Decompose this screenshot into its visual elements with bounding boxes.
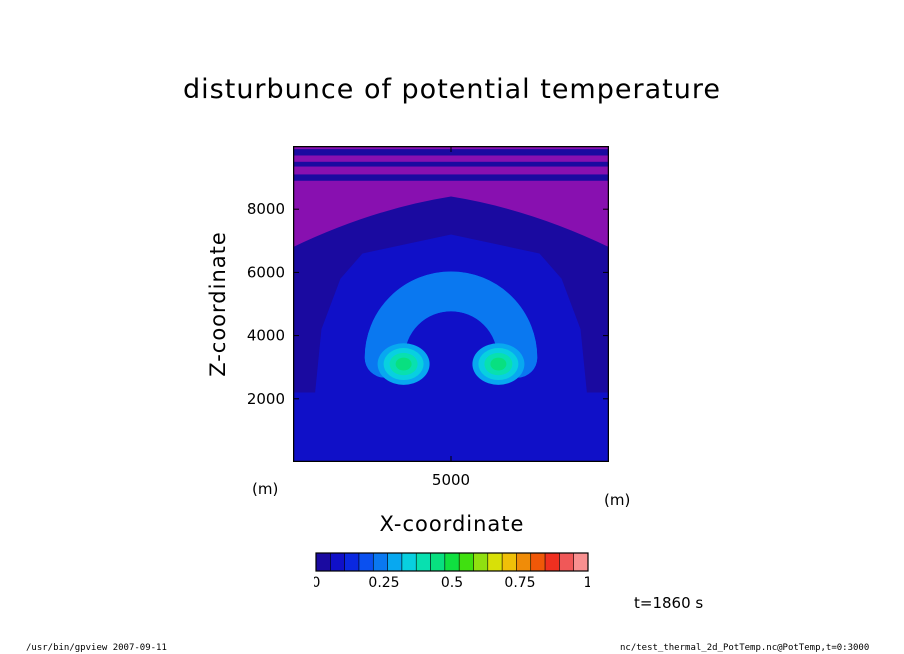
colorbar-tick-label: 1 bbox=[584, 575, 590, 591]
time-annotation: t=1860 s bbox=[634, 594, 704, 612]
colorbar-swatch bbox=[473, 552, 489, 572]
thermal-arch-core bbox=[364, 271, 538, 378]
colorbar-swatch bbox=[415, 552, 432, 572]
x-axis-unit: (m) bbox=[604, 491, 631, 509]
colorbar-swatch bbox=[387, 552, 403, 572]
y-tick-label: 4000 bbox=[247, 327, 285, 345]
colorbar-swatch bbox=[501, 552, 517, 572]
colorbar-swatch bbox=[344, 552, 360, 572]
colorbar-tick-label: 0.25 bbox=[368, 575, 399, 591]
y-tick-label: 2000 bbox=[247, 390, 285, 408]
colorbar-swatch bbox=[573, 552, 589, 572]
colorbar-swatch bbox=[330, 552, 346, 572]
colorbar-swatch bbox=[487, 552, 503, 572]
footer-program-info: /usr/bin/gpview 2007-09-11 bbox=[26, 643, 167, 653]
field-band bbox=[293, 149, 609, 156]
colorbar-swatch bbox=[530, 552, 546, 572]
colorbar-swatch bbox=[516, 552, 532, 572]
colorbar-swatch bbox=[315, 552, 331, 572]
colorbar-swatch bbox=[544, 552, 560, 572]
footer-file-info: nc/test_thermal_2d_PotTemp.nc@PotTemp,t=… bbox=[620, 643, 870, 653]
y-axis-label: Z-coordinate bbox=[206, 231, 230, 377]
field-band bbox=[293, 174, 609, 181]
x-tick-label: 5000 bbox=[432, 471, 470, 489]
colorbar-tick-label: 0.75 bbox=[504, 575, 535, 591]
colorbar: 0 0.25 0.5 0.75 1 bbox=[314, 552, 590, 591]
field-band bbox=[293, 161, 609, 167]
colorbar-swatch bbox=[559, 552, 575, 572]
colorbar-swatch bbox=[430, 552, 446, 572]
chart-title: disturbunce of potential temperature bbox=[183, 74, 721, 105]
thermal-core-2 bbox=[490, 357, 507, 371]
thermal-core-1 bbox=[395, 357, 412, 371]
x-axis-label: X-coordinate bbox=[379, 512, 525, 536]
field-region bbox=[293, 234, 609, 462]
colorbar-swatch bbox=[444, 552, 460, 572]
colorbar-frame bbox=[315, 552, 589, 572]
y-tick-label: 8000 bbox=[247, 200, 285, 218]
colorbar-swatch bbox=[458, 552, 474, 572]
y-tick-label: 6000 bbox=[247, 263, 285, 281]
colorbar-swatch bbox=[401, 552, 417, 572]
plot-area bbox=[293, 146, 609, 462]
colorbar-tick-label: 0 bbox=[314, 575, 320, 591]
colorbar-swatch bbox=[358, 552, 374, 572]
colorbar-tick-label: 0.5 bbox=[441, 575, 463, 591]
y-axis-unit: (m) bbox=[252, 480, 279, 498]
colorbar-swatch bbox=[372, 552, 389, 572]
